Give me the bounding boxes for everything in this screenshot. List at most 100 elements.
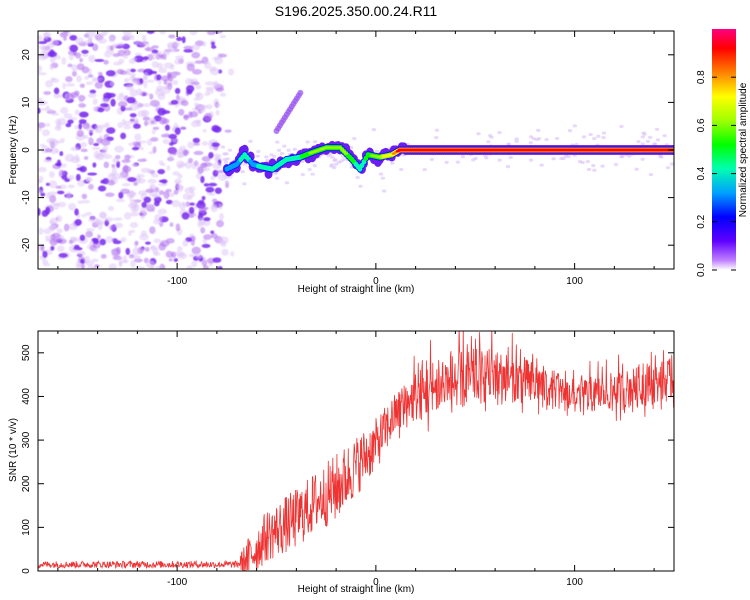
noise-blob — [68, 202, 77, 211]
noise-blob — [200, 175, 205, 184]
colorbar-tick-label: 0.2 — [696, 214, 707, 228]
track-speckle — [312, 140, 318, 144]
noise-blob — [143, 120, 149, 127]
colorbar-tick-label: 0.6 — [696, 118, 707, 132]
noise-blob — [40, 244, 45, 252]
noise-blob — [59, 184, 67, 190]
noise-blob — [135, 266, 146, 269]
noise-blob — [101, 31, 109, 36]
spectrogram-noise-region — [38, 31, 235, 269]
noise-blob — [92, 162, 97, 168]
noise-blob — [129, 193, 133, 202]
noise-blob — [74, 208, 79, 216]
noise-blob — [217, 240, 226, 245]
noise-blob — [211, 142, 220, 148]
noise-blob — [81, 49, 89, 54]
noise-blob — [116, 198, 125, 203]
noise-blob — [80, 142, 87, 148]
colorbar: 0.0 0.2 0.4 0.6 0.8 Normalized spectral ampl… — [696, 29, 749, 277]
noise-blob — [139, 78, 144, 84]
noise-blob — [122, 52, 129, 59]
noise-blob — [168, 34, 176, 39]
noise-blob — [146, 31, 155, 34]
noise-blob — [111, 163, 116, 168]
noise-blob — [50, 39, 59, 46]
noise-blob — [97, 77, 104, 82]
track-speckle — [514, 137, 519, 141]
noise-blob — [219, 34, 226, 39]
noise-blob — [217, 266, 223, 269]
track-speckle — [330, 155, 335, 159]
noise-blob — [164, 124, 170, 131]
track-speckle — [307, 167, 312, 172]
noise-blob — [169, 153, 173, 161]
noise-blob — [78, 103, 87, 108]
noise-blob — [188, 79, 195, 83]
noise-blob — [102, 145, 108, 153]
noise-blob — [101, 98, 110, 104]
noise-blob — [92, 43, 99, 52]
noise-blob — [97, 107, 105, 113]
noise-blob — [65, 122, 72, 128]
noise-blob — [132, 57, 137, 62]
track-speckle — [586, 167, 592, 172]
track-speckle — [642, 132, 647, 136]
track-speckle — [497, 130, 502, 135]
noise-blob — [121, 171, 126, 176]
noise-blob — [76, 75, 82, 83]
noise-blob — [55, 215, 63, 223]
noise-blob — [161, 110, 171, 114]
track-speckle — [640, 157, 645, 161]
noise-blob — [153, 200, 160, 207]
noise-blob — [38, 99, 46, 106]
noise-blob — [192, 212, 198, 217]
noise-blob — [123, 107, 133, 111]
noise-blob — [76, 163, 82, 168]
noise-blob — [215, 170, 226, 174]
noise-blob — [63, 36, 67, 41]
noise-blob — [85, 81, 94, 86]
noise-blob — [117, 101, 128, 108]
noise-blob — [202, 265, 209, 269]
noise-blob — [139, 42, 145, 48]
noise-blob — [76, 250, 86, 256]
noise-blob — [176, 246, 183, 252]
noise-blob — [131, 80, 140, 84]
noise-blob — [137, 110, 147, 118]
noise-blob — [203, 217, 211, 222]
noise-blob — [159, 55, 164, 60]
noise-blob — [180, 100, 189, 107]
noise-blob — [156, 50, 162, 55]
noise-blob — [53, 87, 60, 95]
noise-blob — [148, 52, 158, 60]
noise-blob — [67, 119, 74, 124]
noise-blob — [153, 238, 161, 244]
snr-frame — [37, 330, 675, 572]
noise-blob — [124, 154, 131, 161]
noise-blob — [71, 64, 78, 72]
noise-blob — [212, 162, 222, 170]
noise-blob — [91, 33, 102, 38]
noise-blob — [187, 157, 194, 164]
noise-blob — [157, 79, 162, 85]
track-speckle — [223, 160, 229, 164]
noise-blob — [151, 45, 159, 49]
noise-blob — [116, 68, 125, 75]
noise-blob — [57, 201, 67, 208]
noise-blob — [190, 190, 195, 198]
noise-blob — [50, 77, 56, 81]
noise-blob — [158, 116, 167, 125]
noise-blob — [131, 147, 140, 151]
noise-blob — [122, 165, 132, 173]
track-speckle — [333, 158, 338, 162]
noise-blob — [152, 126, 160, 130]
noise-blob — [129, 116, 139, 125]
track-speckle — [273, 171, 278, 175]
track-speckle — [286, 148, 291, 152]
noise-blob — [63, 223, 70, 232]
noise-blob — [49, 138, 59, 147]
noise-blob — [39, 143, 46, 147]
track-speckle — [380, 176, 386, 180]
noise-blob — [85, 176, 93, 183]
